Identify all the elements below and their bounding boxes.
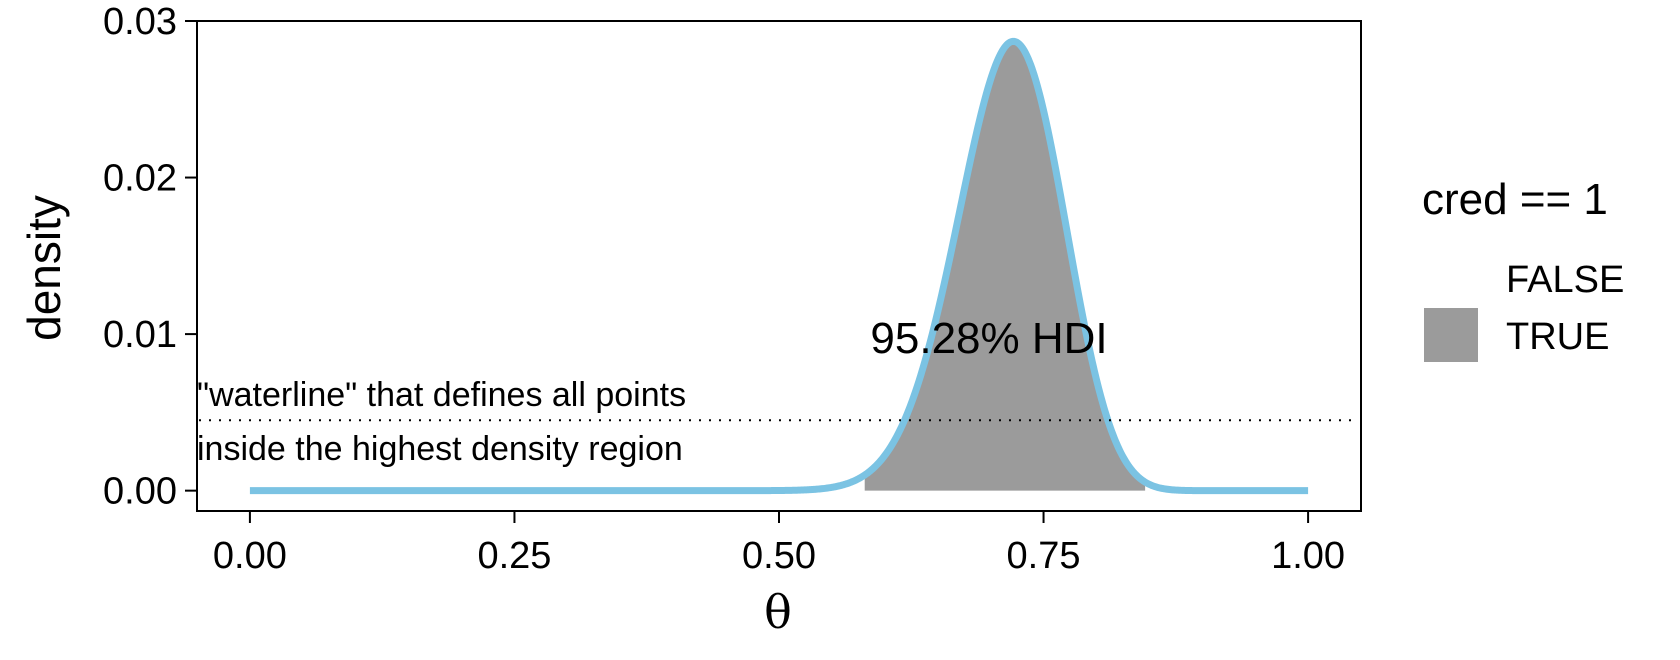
legend-title: cred == 1 — [1422, 175, 1608, 224]
y-axis-title: density — [18, 195, 70, 341]
density-curve — [247, 37, 1311, 495]
hdi-label: 95.28% HDI — [870, 314, 1107, 363]
x-tick-label: 0.25 — [477, 535, 551, 577]
x-tick-label: 0.75 — [1007, 535, 1081, 577]
y-tick-label: 0.02 — [103, 158, 177, 200]
y-tick-label: 0.00 — [103, 471, 177, 513]
legend-key-true — [1424, 308, 1478, 362]
legend-label-false: FALSE — [1506, 259, 1624, 301]
legend-label-true: TRUE — [1506, 316, 1609, 358]
x-axis: 0.00 0.25 0.50 0.75 1.00 — [213, 511, 1345, 577]
waterline-annotation-line-1: "waterline" that defines all points — [197, 376, 686, 414]
hdi-region-layer — [864, 41, 1146, 491]
x-tick-label: 0.50 — [742, 535, 816, 577]
density-curve-layer — [247, 37, 1311, 495]
x-axis-title: θ — [764, 585, 792, 639]
y-tick-label: 0.03 — [103, 1, 177, 43]
x-tick-label: 0.00 — [213, 535, 287, 577]
y-tick-label: 0.01 — [103, 314, 177, 356]
waterline-annotation-line-2: inside the highest density region — [197, 430, 683, 468]
y-axis: 0.00 0.01 0.02 0.03 — [103, 1, 197, 513]
legend: cred == 1 FALSE TRUE — [1422, 175, 1624, 362]
x-tick-label: 1.00 — [1271, 535, 1345, 577]
hdi-area — [864, 41, 1146, 491]
